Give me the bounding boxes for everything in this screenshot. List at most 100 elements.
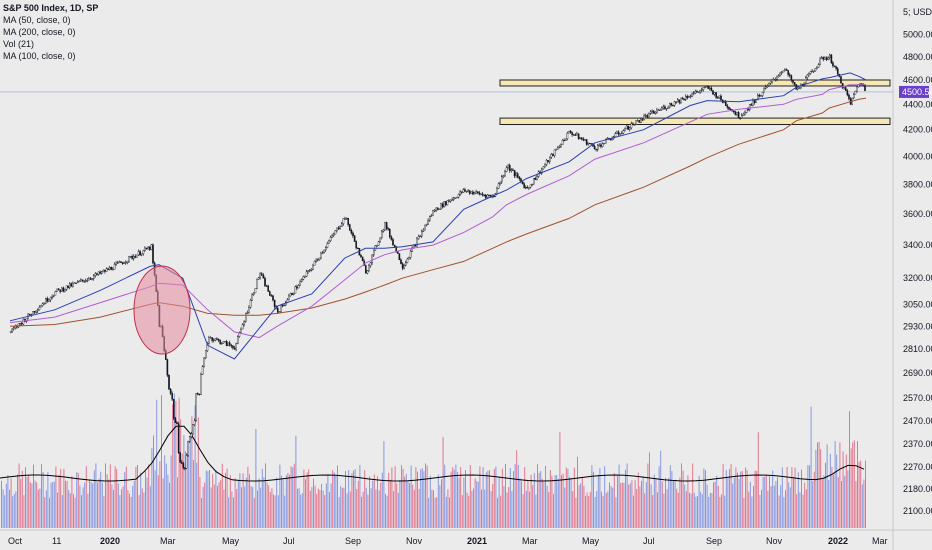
volume-bar <box>297 488 298 528</box>
volume-bar <box>119 495 121 528</box>
candle-body <box>129 256 132 258</box>
volume-bar <box>729 468 730 528</box>
candle-body <box>710 87 713 91</box>
y-tick-label: 2270.00 <box>903 462 932 472</box>
candle-body <box>236 336 239 344</box>
candle-body <box>549 156 551 162</box>
candle-body <box>366 270 369 274</box>
candle-body <box>600 144 602 147</box>
volume-bar <box>805 489 807 528</box>
volume-bar <box>682 470 684 528</box>
candle-body <box>587 142 589 145</box>
volume-bar <box>652 495 654 528</box>
candle-body <box>216 338 218 340</box>
volume-bar <box>653 474 655 528</box>
candle-body <box>441 203 444 208</box>
candle-body <box>717 97 719 99</box>
volume-bar <box>175 400 177 528</box>
volume-bar <box>20 478 22 528</box>
candle-body <box>571 132 573 136</box>
volume-bar <box>92 483 94 528</box>
candle-body <box>315 259 318 262</box>
volume-bar <box>468 495 470 528</box>
candle-body <box>864 85 866 91</box>
candle-body <box>131 256 134 259</box>
candle-body <box>235 343 238 350</box>
volume-bar <box>708 496 710 528</box>
volume-bar <box>485 472 487 528</box>
volume-bar <box>613 473 615 528</box>
volume-bar <box>205 470 207 528</box>
volume-bar <box>5 483 7 528</box>
volume-bar <box>698 475 700 528</box>
volume-bar <box>173 393 175 528</box>
volume-bar <box>474 478 476 528</box>
volume-bar <box>706 484 708 528</box>
candle-body <box>488 194 490 196</box>
candle-body <box>835 66 837 69</box>
candle-body <box>809 71 812 74</box>
candle-body <box>765 86 767 89</box>
candle-body <box>96 273 98 275</box>
candle-body <box>523 183 525 189</box>
volume-bar <box>13 493 15 528</box>
candle-body <box>577 133 580 139</box>
volume-bar <box>561 475 562 528</box>
candle-body <box>382 229 385 232</box>
candle-body <box>243 321 246 325</box>
candle-body <box>422 229 425 232</box>
candle-body <box>265 285 268 287</box>
candle-body <box>659 109 661 111</box>
volume-bar <box>511 490 513 528</box>
volume-bar <box>692 463 694 528</box>
volume-bar <box>313 478 314 528</box>
candle-body <box>344 218 346 220</box>
volume-bar <box>477 481 479 528</box>
volume-bar <box>196 462 198 528</box>
candle-body <box>280 305 282 313</box>
candle-body <box>465 190 468 193</box>
volume-bar <box>181 453 183 528</box>
candle-body <box>675 101 677 103</box>
candle-body <box>411 247 414 252</box>
candle-body <box>445 201 447 206</box>
volume-bar <box>844 476 846 528</box>
candle-body <box>21 322 23 325</box>
candle-body <box>390 236 393 240</box>
volume-bar <box>298 488 300 528</box>
candle-body <box>166 359 169 376</box>
volume-bar <box>821 479 823 528</box>
volume-bar <box>701 494 703 528</box>
y-tick-label: 2100.00 <box>903 506 932 516</box>
candle-body <box>182 463 185 469</box>
candle-body <box>393 244 396 247</box>
candle-body <box>726 105 729 108</box>
candle-body <box>453 197 455 200</box>
candle-body <box>116 262 119 264</box>
volume-bar <box>457 472 458 528</box>
candle-body <box>566 132 569 140</box>
candle-body <box>649 111 652 114</box>
candle-body <box>72 283 74 287</box>
volume-bar <box>673 480 674 528</box>
volume-bar <box>554 475 556 528</box>
candle-body <box>307 270 310 272</box>
volume-bar <box>305 479 306 528</box>
candle-body <box>793 82 796 85</box>
volume-bar <box>108 479 110 528</box>
candle-body <box>294 286 297 294</box>
resistance-zone <box>499 79 891 87</box>
candle-body <box>68 283 71 288</box>
candle-body <box>779 72 781 76</box>
volume-bar <box>746 470 748 528</box>
volume-bar <box>161 395 162 528</box>
candle-body <box>585 139 588 145</box>
volume-bar <box>397 492 399 528</box>
volume-bar <box>737 472 738 528</box>
volume-bar <box>815 449 817 528</box>
candle-body <box>517 173 519 178</box>
candle-body <box>486 194 489 198</box>
volume-bar <box>756 470 758 528</box>
volume-bar <box>786 466 788 528</box>
